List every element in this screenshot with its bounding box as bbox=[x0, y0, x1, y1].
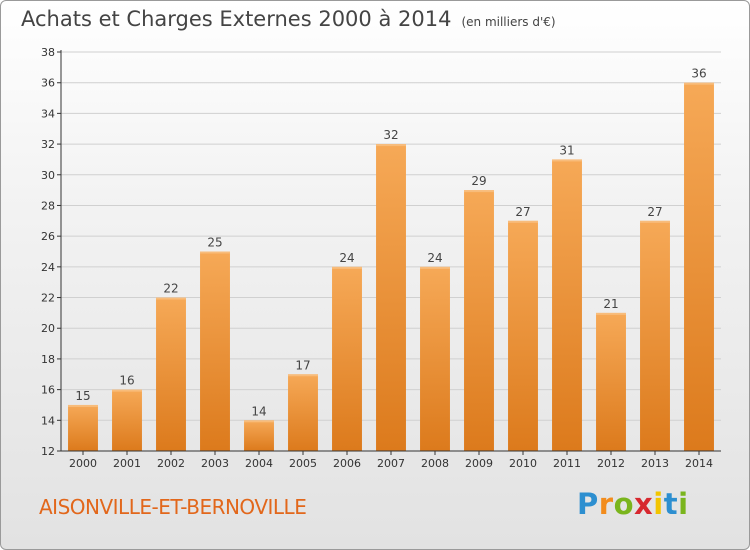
x-tick-label: 2008 bbox=[421, 457, 449, 470]
x-tick-label: 2013 bbox=[641, 457, 669, 470]
logo-letter: i bbox=[678, 487, 689, 521]
logo-letter: i bbox=[653, 487, 664, 521]
bar-highlight bbox=[420, 266, 450, 269]
bar-value-label: 31 bbox=[559, 143, 574, 157]
bar-value-label: 24 bbox=[339, 251, 354, 265]
x-tick-label: 2000 bbox=[69, 457, 97, 470]
labels-layer: 15 16 22 25 14 17 24 32 24 29 27 31 21 27 36 bbox=[75, 67, 706, 419]
bar-highlight bbox=[376, 144, 406, 147]
bar-highlight bbox=[68, 404, 98, 407]
y-tick-label: 14 bbox=[41, 414, 55, 427]
bar bbox=[552, 159, 582, 451]
bar-value-label: 25 bbox=[207, 236, 222, 250]
bar-value-label: 22 bbox=[163, 282, 178, 296]
logo-letter: P bbox=[577, 487, 599, 521]
bar-value-label: 15 bbox=[75, 389, 90, 403]
y-tick-label: 16 bbox=[41, 384, 55, 397]
y-tick-label: 34 bbox=[41, 107, 55, 120]
y-tick-label: 32 bbox=[41, 138, 55, 151]
proxiti-logo[interactable]: Proxiti bbox=[577, 487, 689, 521]
x-tick-label: 2002 bbox=[157, 457, 185, 470]
bar-value-label: 32 bbox=[383, 128, 398, 142]
chart-unit: (en milliers d'€) bbox=[461, 15, 556, 29]
bar-value-label: 27 bbox=[515, 205, 530, 219]
bar bbox=[200, 251, 230, 451]
bar bbox=[68, 404, 98, 451]
y-tick-label: 20 bbox=[41, 322, 55, 335]
y-tick-label: 24 bbox=[41, 261, 55, 274]
x-tick-label: 2014 bbox=[685, 457, 713, 470]
bar-highlight bbox=[640, 220, 670, 223]
y-tick-label: 26 bbox=[41, 230, 55, 243]
bar-highlight bbox=[552, 159, 582, 162]
bar bbox=[376, 144, 406, 452]
y-tick-label: 30 bbox=[41, 169, 55, 182]
x-tick-label: 2010 bbox=[509, 457, 537, 470]
y-tick-label: 28 bbox=[41, 199, 55, 212]
bar-value-label: 36 bbox=[691, 67, 706, 81]
y-tick-label: 36 bbox=[41, 77, 55, 90]
x-tick-label: 2012 bbox=[597, 457, 625, 470]
bar-highlight bbox=[288, 374, 318, 377]
bar bbox=[156, 297, 186, 451]
x-tick-label: 2007 bbox=[377, 457, 405, 470]
bar-value-label: 27 bbox=[647, 205, 662, 219]
y-tick-label: 38 bbox=[41, 46, 55, 59]
bar-value-label: 16 bbox=[119, 374, 134, 388]
axis-layer: 12 14 16 18 20 22 24 26 28 30 32 34 36 38 2000 2001 2002… bbox=[41, 46, 721, 470]
bar-highlight bbox=[244, 420, 274, 423]
bar-value-label: 17 bbox=[295, 358, 310, 372]
bar-highlight bbox=[464, 190, 494, 193]
bar bbox=[464, 190, 494, 451]
bar bbox=[332, 266, 362, 451]
logo-letter: x bbox=[634, 487, 654, 521]
bar-value-label: 14 bbox=[251, 404, 266, 418]
bar-highlight bbox=[200, 251, 230, 254]
bar-value-label: 21 bbox=[603, 297, 618, 311]
x-tick-label: 2006 bbox=[333, 457, 361, 470]
bar bbox=[684, 82, 714, 451]
y-tick-label: 22 bbox=[41, 292, 55, 305]
bar-highlight bbox=[508, 220, 538, 223]
bar bbox=[244, 420, 274, 451]
chart-title-text: Achats et Charges Externes 2000 à 2014 bbox=[21, 7, 452, 31]
bar bbox=[112, 389, 142, 451]
x-tick-label: 2003 bbox=[201, 457, 229, 470]
y-tick-label: 18 bbox=[41, 353, 55, 366]
logo-letter: o bbox=[613, 487, 635, 521]
bar-highlight bbox=[596, 312, 626, 315]
bar bbox=[420, 266, 450, 451]
logo-letter: r bbox=[598, 487, 614, 521]
bar-highlight bbox=[156, 297, 186, 300]
bar-highlight bbox=[332, 266, 362, 269]
bar bbox=[288, 374, 318, 451]
bar bbox=[508, 220, 538, 451]
x-tick-label: 2009 bbox=[465, 457, 493, 470]
bar-highlight bbox=[684, 82, 714, 85]
bar-value-label: 24 bbox=[427, 251, 442, 265]
commune-name: AISONVILLE-ET-BERNOVILLE bbox=[39, 495, 307, 519]
bar-value-label: 29 bbox=[471, 174, 486, 188]
x-tick-label: 2004 bbox=[245, 457, 273, 470]
bar-highlight bbox=[112, 389, 142, 392]
x-tick-label: 2001 bbox=[113, 457, 141, 470]
x-tick-label: 2005 bbox=[289, 457, 317, 470]
x-tick-label: 2011 bbox=[553, 457, 581, 470]
bar bbox=[640, 220, 670, 451]
logo-letter: t bbox=[663, 487, 679, 521]
bar bbox=[596, 312, 626, 451]
chart-title: Achats et Charges Externes 2000 à 2014 (e… bbox=[21, 7, 556, 31]
y-tick-label: 12 bbox=[41, 445, 55, 458]
bars-layer bbox=[68, 82, 714, 452]
